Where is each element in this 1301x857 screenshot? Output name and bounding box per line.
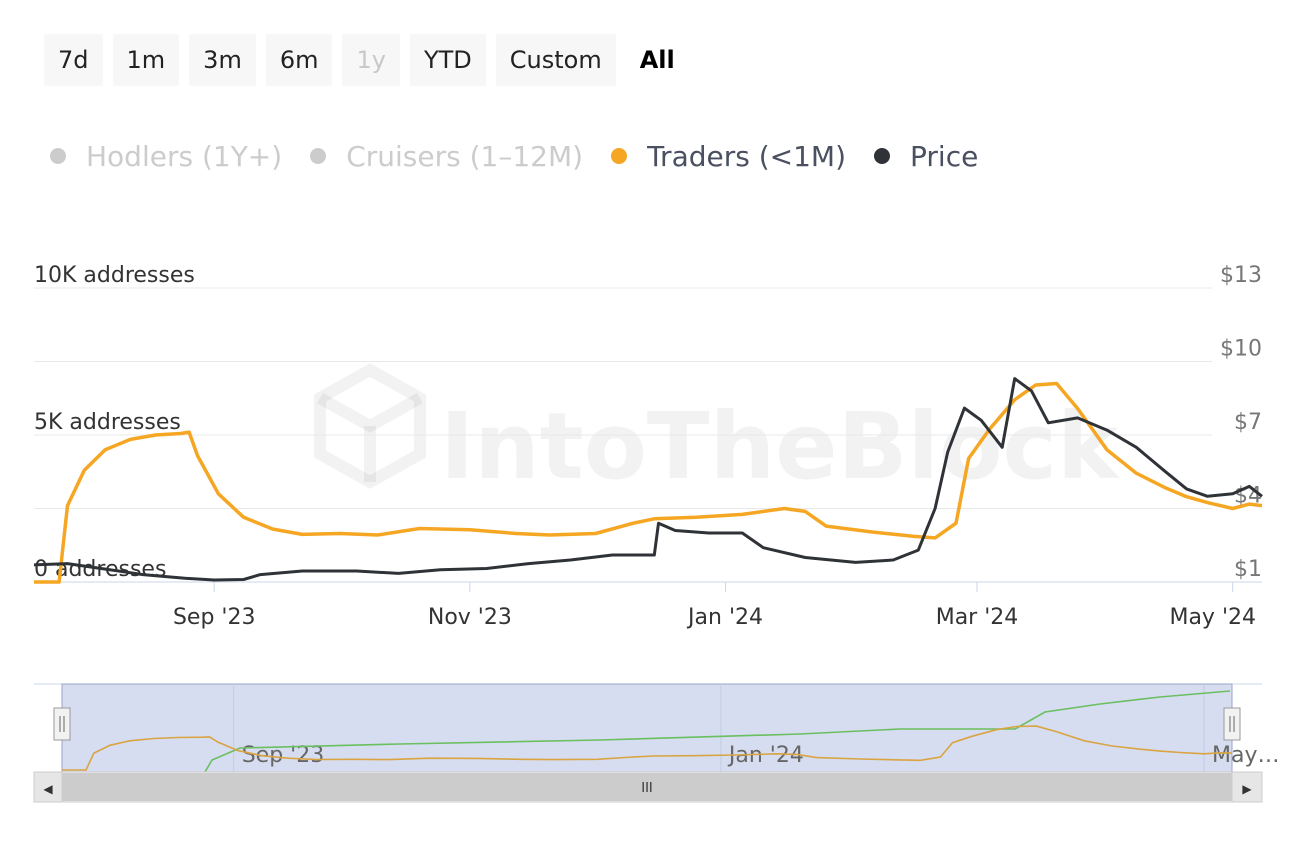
scrollbar-thumb[interactable] bbox=[62, 773, 1232, 801]
grid bbox=[34, 287, 1262, 583]
scroll-right-arrow-icon[interactable]: ▶ bbox=[1242, 782, 1252, 796]
scrollbar-left-button[interactable] bbox=[33, 771, 63, 803]
legend-label: Price bbox=[910, 139, 979, 173]
legend-dot-icon bbox=[874, 148, 891, 164]
intotheblock-logo-icon bbox=[314, 363, 426, 489]
navigator-series-orange bbox=[62, 725, 1233, 771]
series-line-price bbox=[33, 377, 1263, 582]
range-button-3m[interactable]: 3m bbox=[189, 34, 256, 86]
range-selector: 7d 1m 3m 6m 1y YTD Custom All bbox=[44, 34, 699, 86]
range-button-1y: 1y bbox=[342, 34, 400, 86]
legend-dot-icon bbox=[310, 148, 327, 164]
range-button-6m[interactable]: 6m bbox=[265, 34, 333, 86]
legend-item-3[interactable]: Price bbox=[874, 140, 978, 173]
navigator-right-handle[interactable] bbox=[1223, 707, 1241, 741]
scrollbar[interactable]: ◀ III ▶ bbox=[33, 771, 1263, 803]
range-button-custom[interactable]: Custom bbox=[495, 34, 616, 86]
x-tick-label: Jan '24 bbox=[686, 605, 763, 630]
legend-label: Traders (<1M) bbox=[647, 139, 847, 173]
range-button-all[interactable]: All bbox=[639, 46, 675, 74]
navigator-grid bbox=[233, 684, 1205, 772]
legend-item-2[interactable]: Traders (<1M) bbox=[611, 140, 846, 173]
right-axis-labels: $1$4$7$10$13 bbox=[1220, 263, 1262, 582]
x-tick-label: Mar '24 bbox=[936, 605, 1019, 630]
legend-label: Hodlers (1Y+) bbox=[86, 139, 283, 173]
series-lines bbox=[33, 377, 1263, 584]
legend-label: Cruisers (1–12M) bbox=[346, 139, 584, 173]
chart-legend: Hodlers (1Y+) Cruisers (1–12M) Traders (<1… bbox=[50, 132, 1006, 180]
scroll-left-arrow-icon[interactable]: ◀ bbox=[43, 782, 53, 796]
range-button-ytd[interactable]: YTD bbox=[409, 34, 486, 86]
y-right-tick-label: $10 bbox=[1220, 337, 1262, 362]
y-left-tick-label: 10K addresses bbox=[34, 263, 195, 288]
legend-dot-icon bbox=[611, 148, 628, 164]
series-line-traders bbox=[34, 381, 1263, 584]
range-button-7d[interactable]: 7d bbox=[44, 34, 103, 86]
scroll-grip-icon[interactable]: III bbox=[641, 781, 653, 796]
navigator[interactable]: Sep '23 Jan '24 May… bbox=[34, 683, 1280, 773]
x-axis: Sep '23 Nov '23 Jan '24 Mar '24 May '24 bbox=[173, 582, 1256, 630]
x-tick-label: May '24 bbox=[1169, 605, 1256, 630]
y-right-tick-label: $13 bbox=[1220, 263, 1262, 288]
navigator-selected-range[interactable] bbox=[61, 683, 1233, 773]
watermark-text: IntoTheBlock bbox=[440, 393, 1120, 500]
navigator-label: May… bbox=[1212, 743, 1279, 768]
y-left-tick-label: 5K addresses bbox=[34, 410, 181, 435]
y-right-tick-label: $7 bbox=[1234, 410, 1262, 435]
legend-item-1[interactable]: Cruisers (1–12M) bbox=[310, 140, 583, 173]
scrollbar-right-button[interactable] bbox=[1231, 771, 1263, 803]
range-button-1m[interactable]: 1m bbox=[112, 34, 180, 86]
y-right-tick-label: $1 bbox=[1234, 557, 1262, 582]
navigator-left-handle[interactable] bbox=[53, 707, 71, 741]
legend-dot-icon bbox=[50, 148, 66, 164]
x-tick-label: Nov '23 bbox=[428, 605, 512, 630]
x-tick-label: Sep '23 bbox=[173, 605, 256, 630]
legend-item-0[interactable]: Hodlers (1Y+) bbox=[50, 140, 282, 173]
